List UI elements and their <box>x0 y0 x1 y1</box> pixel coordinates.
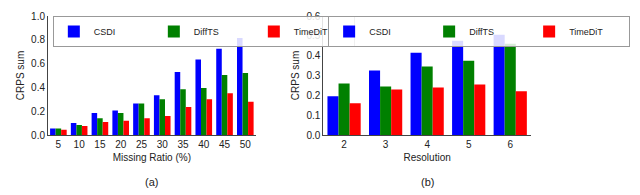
svg-text:40: 40 <box>198 139 210 150</box>
svg-text:25: 25 <box>136 139 148 150</box>
svg-text:50: 50 <box>240 139 252 150</box>
svg-text:5: 5 <box>466 139 472 150</box>
svg-text:0.6: 0.6 <box>31 58 45 69</box>
svg-text:Missing Ratio (%): Missing Ratio (%) <box>113 152 191 163</box>
svg-text:0.3: 0.3 <box>306 70 320 81</box>
svg-text:35: 35 <box>177 139 189 150</box>
svg-text:0.4: 0.4 <box>31 82 45 93</box>
svg-text:20: 20 <box>115 139 127 150</box>
svg-text:2: 2 <box>341 139 347 150</box>
svg-text:0.2: 0.2 <box>306 90 320 101</box>
svg-text:6: 6 <box>507 139 513 150</box>
svg-text:0.0: 0.0 <box>31 130 45 141</box>
svg-text:DiffTS: DiffTS <box>194 27 219 37</box>
svg-text:TimeDiT: TimeDiT <box>569 27 603 37</box>
svg-text:45: 45 <box>219 139 231 150</box>
svg-text:30: 30 <box>157 139 169 150</box>
svg-text:(a): (a) <box>145 176 158 188</box>
svg-text:(b): (b) <box>421 176 434 188</box>
svg-text:5: 5 <box>56 139 62 150</box>
svg-text:0.1: 0.1 <box>306 110 320 121</box>
svg-text:3: 3 <box>383 139 389 150</box>
svg-text:Resolution: Resolution <box>404 152 451 163</box>
svg-text:0.0: 0.0 <box>306 130 320 141</box>
svg-text:15: 15 <box>94 139 106 150</box>
svg-text:CRPS sum: CRPS sum <box>290 51 301 100</box>
svg-text:CRPS sum: CRPS sum <box>15 51 26 100</box>
svg-text:4: 4 <box>424 139 430 150</box>
svg-text:1.0: 1.0 <box>31 11 45 22</box>
svg-text:0.8: 0.8 <box>31 34 45 45</box>
svg-text:DiffTS: DiffTS <box>469 27 494 37</box>
svg-text:0.2: 0.2 <box>31 106 45 117</box>
svg-text:CSDI: CSDI <box>369 27 391 37</box>
svg-text:10: 10 <box>74 139 86 150</box>
svg-text:CSDI: CSDI <box>94 27 116 37</box>
svg-text:TimeDiT: TimeDiT <box>294 27 328 37</box>
svg-text:0.4: 0.4 <box>306 50 320 61</box>
